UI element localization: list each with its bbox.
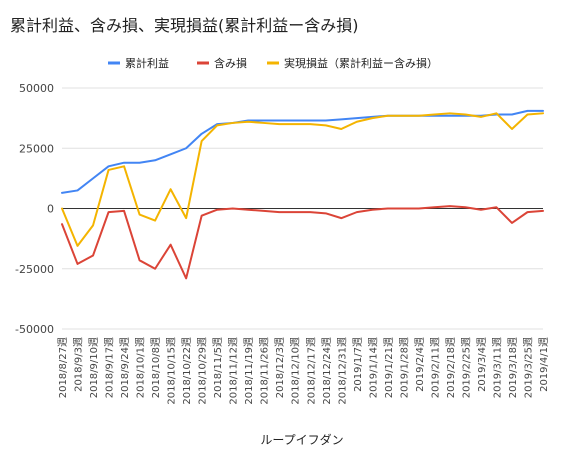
x-tick-label: 2018/10/1週 bbox=[135, 337, 147, 398]
x-tick-label: 2018/10/15週 bbox=[166, 337, 178, 405]
x-tick-label: 2019/3/25週 bbox=[522, 337, 534, 398]
x-tick-label: 2018/12/3週 bbox=[274, 337, 286, 398]
x-tick-label: 2018/11/12週 bbox=[228, 337, 240, 405]
x-tick-label: 2019/2/25週 bbox=[460, 337, 472, 398]
series-line-2 bbox=[61, 205, 544, 280]
x-tick-label: 2019/2/11週 bbox=[429, 337, 441, 398]
x-tick-label: 2018/9/3週 bbox=[73, 337, 85, 392]
x-tick-label: 2018/12/31週 bbox=[336, 337, 348, 405]
x-tick-label: 2018/10/8週 bbox=[150, 337, 162, 398]
x-tick-label: 2018/12/10週 bbox=[290, 337, 302, 405]
x-tick-label: 2019/1/14週 bbox=[367, 337, 379, 398]
y-axis: 50000 25000 0 -25000 -50000 bbox=[15, 82, 54, 336]
x-tick-label: 2019/1/7週 bbox=[352, 337, 364, 392]
x-tick-label: 2018/9/10週 bbox=[88, 337, 100, 398]
x-tick-label: 2018/12/24週 bbox=[321, 337, 333, 405]
x-tick-label: 2018/12/17週 bbox=[305, 337, 317, 405]
x-axis-label: ループイフダン bbox=[260, 432, 343, 447]
series-line-3 bbox=[61, 112, 544, 247]
x-tick-label: 2018/10/29週 bbox=[197, 337, 209, 405]
x-axis: 2018/8/27週 2018/9/3週 2018/9/10週 2018/9/17週 2… bbox=[57, 337, 550, 405]
x-tick-label: 2018/11/5週 bbox=[212, 337, 224, 398]
x-tick-label: 2018/8/27週 bbox=[57, 337, 69, 398]
x-tick-label: 2019/3/4週 bbox=[476, 337, 488, 392]
x-tick-label: 2019/1/21週 bbox=[383, 337, 395, 398]
x-tick-label: 2019/2/18週 bbox=[445, 337, 457, 398]
x-tick-label: 2019/1/28週 bbox=[398, 337, 410, 398]
x-tick-label: 2019/4/1週 bbox=[538, 337, 550, 392]
x-tick-label: 2018/11/26週 bbox=[259, 337, 271, 405]
x-tick-label: 2019/2/4週 bbox=[414, 337, 426, 392]
legend-label: 含み損 bbox=[214, 56, 247, 70]
legend-label: 実現損益（累計利益ー含み損） bbox=[284, 56, 438, 70]
grid-lines bbox=[62, 87, 543, 330]
chart-title: 累計利益、含み損、実現損益(累計利益ー含み損) bbox=[10, 16, 359, 35]
y-tick-label: -50000 bbox=[15, 323, 54, 336]
x-tick-label: 2018/11/19週 bbox=[243, 337, 255, 405]
legend: 累計利益 含み損 実現損益（累計利益ー含み損） bbox=[108, 56, 438, 70]
x-tick-label: 2019/3/11週 bbox=[491, 337, 503, 398]
series-line-1 bbox=[61, 109, 544, 194]
x-tick-label: 2018/9/17週 bbox=[104, 337, 116, 398]
x-tick-label: 2018/10/22週 bbox=[181, 337, 193, 405]
series-layer bbox=[61, 109, 544, 280]
y-tick-label: 25000 bbox=[19, 142, 54, 155]
legend-label: 累計利益 bbox=[125, 56, 169, 70]
y-tick-label: 0 bbox=[47, 203, 54, 216]
y-tick-label: 50000 bbox=[19, 82, 54, 95]
x-tick-label: 2019/3/18週 bbox=[507, 337, 519, 398]
y-tick-label: -25000 bbox=[15, 263, 54, 276]
x-tick-label: 2018/9/24週 bbox=[119, 337, 131, 398]
